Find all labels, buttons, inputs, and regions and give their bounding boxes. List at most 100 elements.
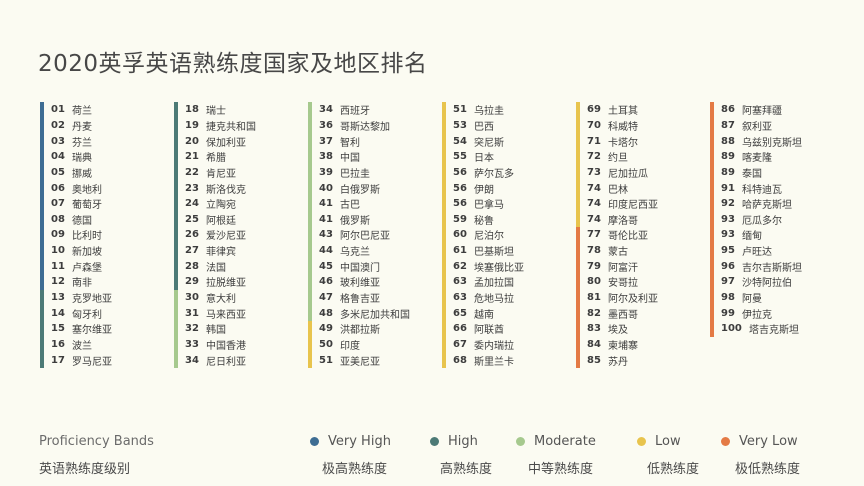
ranking-row: 15 塞尔维亚	[40, 320, 170, 337]
rank-number: 28	[185, 260, 199, 272]
band-color-bar	[710, 320, 714, 337]
country-name: 巴林	[608, 184, 628, 196]
ranking-row: 66 阿联酋	[442, 320, 572, 337]
band-color-bar	[308, 102, 312, 118]
country-name: 阿富汗	[608, 262, 638, 274]
band-color-bar	[710, 211, 714, 228]
high-dot-icon	[430, 437, 439, 446]
rank-number: 71	[587, 135, 601, 147]
band-color-bar	[40, 274, 44, 290]
ranking-row: 41 古巴	[308, 195, 438, 212]
ranking-row: 31 马来西亚	[174, 305, 304, 321]
ranking-row: 93 缅甸	[710, 227, 840, 243]
ranking-row: 17 罗马尼亚	[40, 352, 170, 368]
country-name: 保加利亚	[206, 137, 246, 149]
rank-number: 80	[587, 276, 601, 288]
band-color-bar	[442, 305, 446, 321]
legend-item-moderate: Moderate	[516, 434, 596, 449]
band-color-bar	[308, 133, 312, 149]
country-name: 孟加拉国	[474, 278, 514, 290]
ranking-row: 08 德国	[40, 211, 170, 228]
country-name: 马来西亚	[206, 309, 246, 321]
ranking-row: 56 萨尔瓦多	[442, 164, 572, 181]
country-name: 俄罗斯	[340, 215, 370, 227]
ranking-row: 80 安哥拉	[576, 274, 706, 290]
ranking-row: 12 南非	[40, 274, 170, 290]
rank-number: 10	[51, 245, 65, 257]
band-color-bar	[40, 164, 44, 181]
ranking-row: 53 巴西	[442, 117, 572, 134]
country-name: 爱沙尼亚	[206, 231, 246, 243]
rank-number: 39	[319, 166, 333, 178]
country-name: 哥斯达黎加	[340, 121, 390, 133]
band-color-bar	[576, 289, 580, 306]
band-color-bar	[576, 195, 580, 212]
band-color-bar	[40, 180, 44, 196]
band-color-bar	[40, 242, 44, 259]
band-color-bar	[174, 148, 178, 165]
band-color-bar	[710, 258, 714, 275]
ranking-row: 60 尼泊尔	[442, 227, 572, 243]
ranking-row: 74 印度尼西亚	[576, 195, 706, 212]
ranking-column-2: 18 瑞士 19 捷克共和国 20 保加利亚 21 希腊 22 肯尼亚 23 斯洛伐克 24 立陶宛 25 阿…	[174, 102, 304, 368]
country-name: 奥地利	[72, 184, 102, 196]
country-name: 巴基斯坦	[474, 247, 514, 259]
band-color-bar	[174, 258, 178, 275]
page-title: 2020英孚英语熟练度国家及地区排名	[38, 51, 428, 77]
legend-label: Very Low	[739, 434, 798, 449]
rank-number: 77	[587, 229, 601, 241]
rank-number: 33	[185, 338, 199, 350]
band-color-bar	[308, 274, 312, 290]
rank-number: 13	[51, 292, 65, 303]
country-name: 阿曼	[742, 294, 762, 305]
band-color-bar	[576, 148, 580, 165]
rank-number: 65	[453, 307, 467, 319]
ranking-row: 70 科威特	[576, 117, 706, 134]
country-name: 古巴	[340, 200, 360, 212]
ranking-row: 63 危地马拉	[442, 289, 572, 306]
band-color-bar	[442, 133, 446, 149]
ranking-row: 33 中国香港	[174, 336, 304, 353]
country-name: 阿塞拜疆	[742, 106, 782, 118]
ranking-row: 81 阿尔及利亚	[576, 289, 706, 306]
rank-number: 04	[51, 151, 65, 163]
ranking-row: 61 巴基斯坦	[442, 242, 572, 259]
country-name: 洪都拉斯	[340, 325, 380, 337]
rank-number: 56	[453, 166, 467, 178]
ranking-row: 13 克罗地亚	[40, 289, 170, 306]
country-name: 伊朗	[474, 184, 494, 196]
rank-number: 56	[453, 182, 467, 194]
rank-number: 100	[721, 323, 742, 335]
rank-number: 56	[453, 198, 467, 210]
band-color-bar	[710, 227, 714, 243]
country-name: 吉尔吉斯斯坦	[742, 262, 802, 274]
ranking-row: 07 葡萄牙	[40, 195, 170, 212]
band-color-bar	[174, 117, 178, 134]
country-name: 西班牙	[340, 106, 370, 118]
country-name: 挪威	[72, 168, 92, 180]
country-name: 伊拉克	[742, 309, 772, 321]
ranking-row: 56 伊朗	[442, 180, 572, 196]
legend-cn-low: 低熟练度	[647, 462, 700, 477]
legend-item-very-low: Very Low	[721, 434, 798, 449]
band-color-bar	[710, 274, 714, 290]
legend-label: High	[448, 434, 478, 449]
country-name: 土耳其	[608, 106, 638, 118]
country-name: 委内瑞拉	[474, 340, 514, 352]
rank-number: 51	[319, 354, 333, 366]
rank-number: 92	[721, 198, 735, 210]
rank-number: 03	[51, 135, 65, 147]
band-color-bar	[710, 195, 714, 212]
country-name: 多米尼加共和国	[340, 309, 410, 321]
rank-number: 63	[453, 292, 467, 303]
country-name: 萨尔瓦多	[474, 168, 514, 180]
rank-number: 21	[185, 151, 199, 163]
country-name: 中国香港	[206, 340, 246, 352]
very-high-dot-icon	[310, 437, 319, 446]
rank-number: 74	[587, 182, 601, 194]
country-name: 巴拉圭	[340, 168, 370, 180]
rank-number: 11	[51, 260, 65, 272]
ranking-row: 88 乌兹别克斯坦	[710, 133, 840, 149]
band-color-bar	[710, 242, 714, 259]
band-color-bar	[576, 180, 580, 196]
